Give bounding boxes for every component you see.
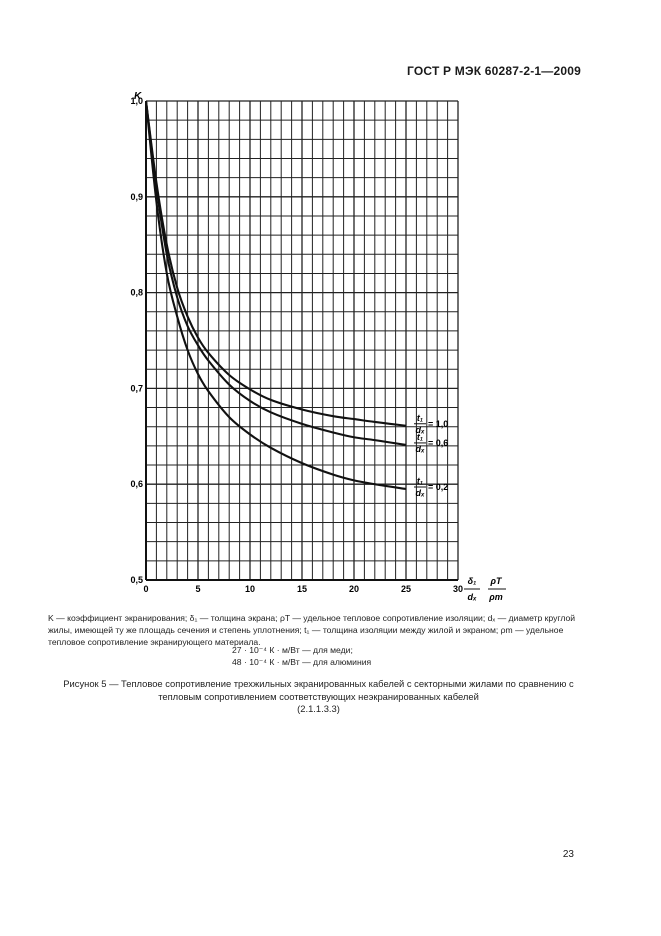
y-tick-label: 0,5 bbox=[130, 575, 143, 585]
y-tick-label: 0,8 bbox=[130, 288, 143, 298]
chart-axes bbox=[145, 101, 458, 581]
series-label-0: t₁ dₓ = 1,0 bbox=[414, 413, 448, 435]
x-axis-formula: δ₁ dₓ ρT ρm bbox=[464, 576, 506, 602]
x-tick-label: 25 bbox=[401, 584, 411, 594]
series-label-num: t₁ bbox=[417, 413, 423, 423]
series-label-den: dₓ bbox=[415, 488, 424, 498]
x-formula-num2: ρT bbox=[490, 576, 503, 586]
chart-ticks: 0 5 10 15 20 25 30 0,5 0,6 0,7 0,8 0,9 1,0 bbox=[130, 96, 463, 594]
document-id: ГОСТ Р МЭК 60287-2-1—2009 bbox=[407, 64, 581, 78]
series-label-num: t₁ bbox=[417, 476, 423, 486]
symbol-legend: K — коэффициент экранирования; δ₁ — толщ… bbox=[48, 613, 576, 647]
y-tick-label: 0,7 bbox=[130, 383, 143, 393]
y-tick-label: 0,6 bbox=[130, 479, 143, 489]
x-formula-den1: dₓ bbox=[467, 592, 476, 602]
series-label-den: dₓ bbox=[415, 444, 424, 454]
series-line-1 bbox=[144, 100, 407, 446]
series-label-value: = 0,6 bbox=[428, 438, 448, 448]
x-tick-label: 5 bbox=[195, 584, 200, 594]
series-line-0 bbox=[144, 100, 407, 427]
series-label-den: dₓ bbox=[415, 425, 424, 435]
series-label-1: t₁ dₓ = 0,6 bbox=[414, 432, 448, 454]
series-label-num: t₁ bbox=[417, 432, 423, 442]
x-formula-num1: δ₁ bbox=[468, 576, 477, 586]
x-formula-den2: ρm bbox=[488, 592, 502, 602]
y-axis-label: K bbox=[134, 91, 142, 102]
x-tick-label: 30 bbox=[453, 584, 463, 594]
series-label-value: = 0,2 bbox=[428, 482, 448, 492]
y-tick-label: 0,9 bbox=[130, 192, 143, 202]
page-number: 23 bbox=[562, 849, 574, 860]
aluminium-note: 48 · 10⁻⁴ К · м/Вт — для алюминия bbox=[232, 657, 372, 667]
chart-grid bbox=[145, 100, 459, 581]
series-label-2: t₁ dₓ = 0,2 bbox=[414, 476, 448, 498]
x-tick-label: 20 bbox=[349, 584, 359, 594]
figure-reference: (2.1.1.3.3) bbox=[297, 703, 340, 714]
x-tick-label: 0 bbox=[143, 584, 148, 594]
series-label-value: = 1,0 bbox=[428, 419, 448, 429]
figure-caption: Рисунок 5 — Тепловое сопротивление трехж… bbox=[46, 678, 591, 716]
x-tick-label: 10 bbox=[245, 584, 255, 594]
series-line-2 bbox=[144, 100, 407, 491]
y-tick-label: 1,0 bbox=[130, 96, 143, 106]
figure-title: Рисунок 5 — Тепловое сопротивление трехж… bbox=[63, 678, 574, 702]
chart-series bbox=[144, 100, 407, 491]
copper-note: 27 · 10⁻⁴ К · м/Вт — для меди; bbox=[232, 645, 353, 655]
x-tick-label: 15 bbox=[297, 584, 307, 594]
